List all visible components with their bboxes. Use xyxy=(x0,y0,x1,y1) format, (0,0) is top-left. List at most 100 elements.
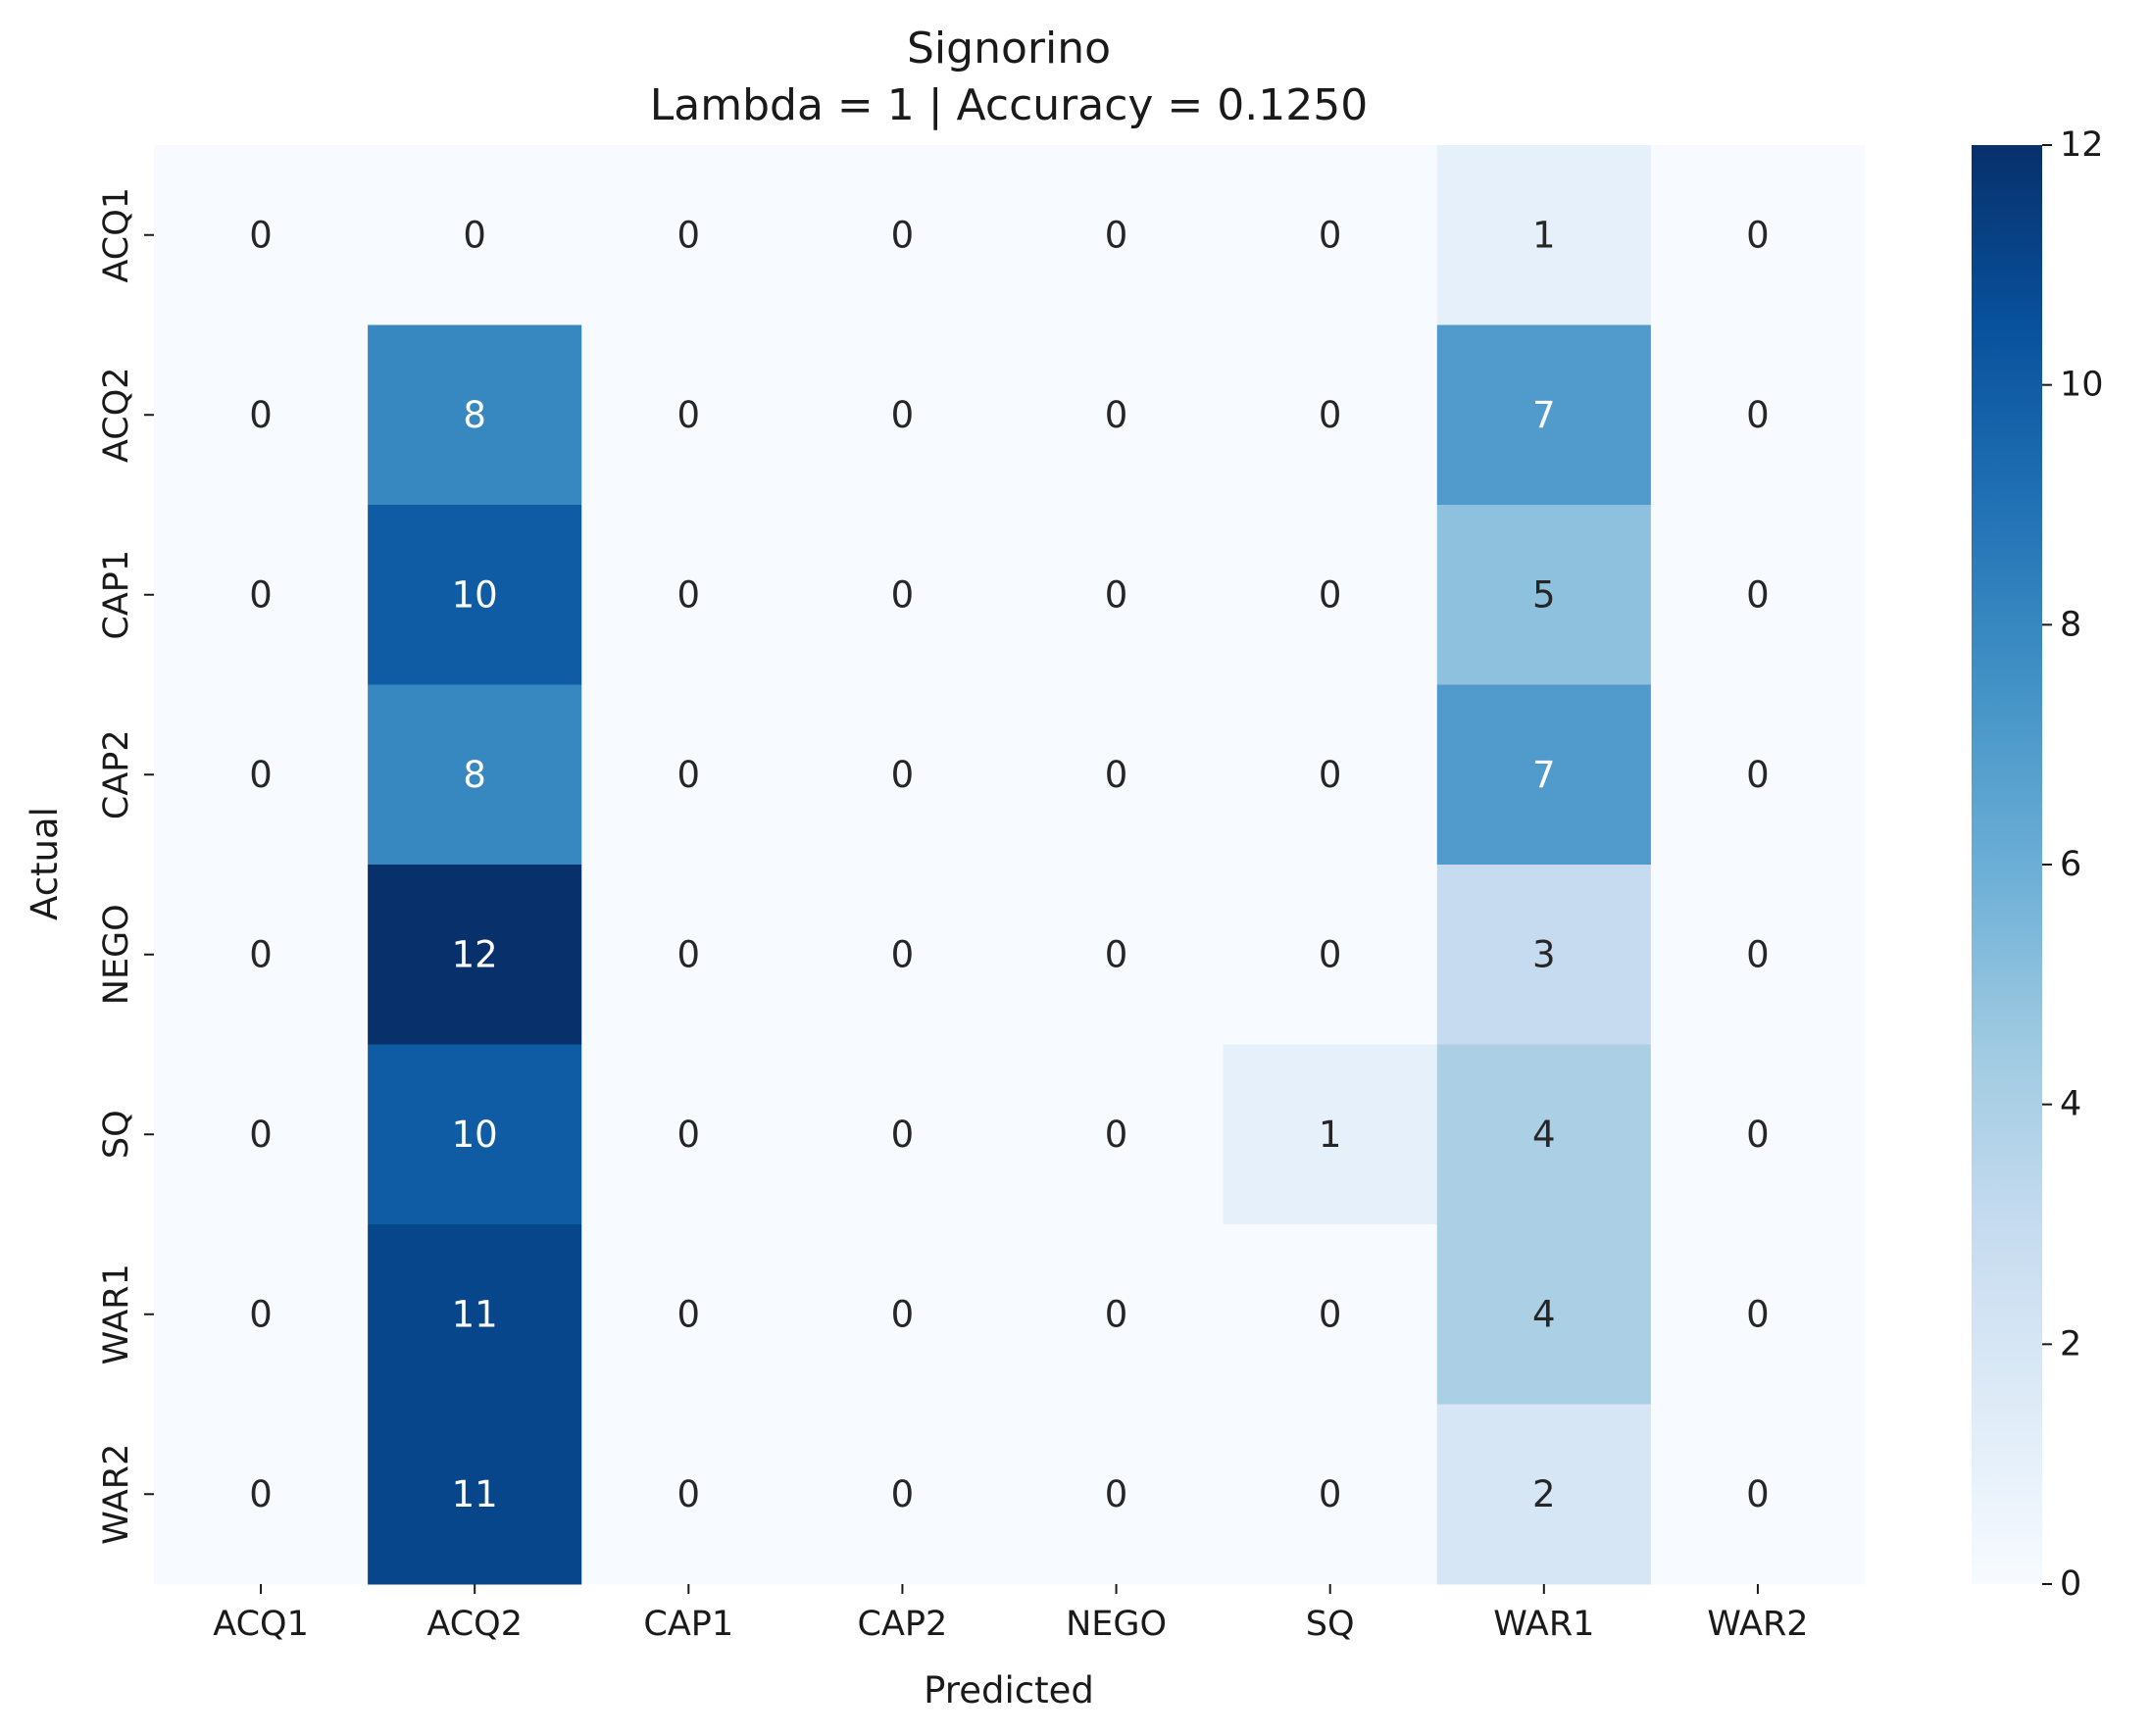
cell-value-label: 0 xyxy=(677,1473,701,1515)
cell-value-label: 0 xyxy=(1746,1293,1770,1335)
cell-value-label: 0 xyxy=(677,754,701,796)
cell-value-label: 0 xyxy=(677,933,701,975)
heatmap-cell xyxy=(1223,1404,1438,1585)
heatmap-cell xyxy=(795,865,1010,1045)
cell-value-label: 0 xyxy=(249,394,273,436)
heatmap-cell xyxy=(795,1044,1010,1225)
y-tick-label: CAP1 xyxy=(97,550,136,640)
cell-value-label: 0 xyxy=(249,214,273,256)
heatmap-cell xyxy=(1436,684,1652,866)
cell-value-label: 4 xyxy=(1532,1114,1556,1156)
cell-value-label: 0 xyxy=(249,1114,273,1156)
heatmap-cell xyxy=(1436,505,1652,685)
heatmap-cell xyxy=(1650,324,1866,506)
heatmap-cell xyxy=(1009,145,1225,325)
colorbar-tick-label: 4 xyxy=(2060,1085,2081,1124)
cell-value-label: 0 xyxy=(1319,214,1342,256)
cell-value-label: 4 xyxy=(1532,1293,1556,1335)
colorbar-tick-label: 8 xyxy=(2060,605,2081,644)
heatmap-cell xyxy=(1223,1044,1438,1225)
heatmap-cell xyxy=(1650,684,1866,866)
cell-value-label: 0 xyxy=(677,394,701,436)
heatmap-cell xyxy=(1436,1044,1652,1225)
heatmap-cell xyxy=(581,1044,796,1225)
cell-value-label: 0 xyxy=(1319,394,1342,436)
chart-subtitle: Lambda = 1 | Accuracy = 0.1250 xyxy=(650,80,1368,130)
heatmap-cell xyxy=(368,324,582,506)
heatmap-cell xyxy=(1650,1044,1866,1225)
cell-value-label: 0 xyxy=(891,214,915,256)
y-tick-label: ACQ1 xyxy=(97,187,136,283)
cell-value-label: 0 xyxy=(891,1473,915,1515)
heatmap-cell xyxy=(154,145,369,325)
heatmap-cell xyxy=(1009,1044,1225,1225)
cell-value-label: 0 xyxy=(891,573,915,616)
heatmap-cell xyxy=(368,865,582,1045)
heatmap-cell xyxy=(368,505,582,685)
cell-value-label: 8 xyxy=(463,754,486,796)
heatmap-cell xyxy=(1009,865,1225,1045)
heatmap-cell xyxy=(1436,1404,1652,1585)
cell-value-label: 0 xyxy=(1746,933,1770,975)
cell-value-label: 12 xyxy=(452,933,498,975)
y-tick-label: CAP2 xyxy=(97,729,136,819)
cell-value-label: 0 xyxy=(1746,1114,1770,1156)
cell-value-label: 0 xyxy=(1105,214,1128,256)
heatmap-cell xyxy=(1009,505,1225,685)
heatmap-cell xyxy=(1223,324,1438,506)
heatmap-cell xyxy=(1436,1224,1652,1405)
cell-value-label: 0 xyxy=(463,214,486,256)
heatmap-cell xyxy=(1650,1224,1866,1405)
cell-value-label: 0 xyxy=(1746,754,1770,796)
cell-value-label: 0 xyxy=(249,754,273,796)
heatmap-cell xyxy=(154,1044,369,1225)
y-tick-label: ACQ2 xyxy=(97,367,136,463)
cell-value-label: 7 xyxy=(1532,394,1556,436)
heatmap-cell xyxy=(1009,1224,1225,1405)
colorbar-tick-label: 12 xyxy=(2060,125,2104,165)
colorbar-tick-label: 6 xyxy=(2060,845,2081,884)
x-axis-ticks: ACQ1 ACQ2 CAP1 CAP2 NEGO SQ WAR1 WAR2 xyxy=(213,1584,1809,1644)
heatmap-cell xyxy=(154,505,369,685)
x-axis-label: Predicted xyxy=(924,1669,1094,1711)
heatmap-cell xyxy=(1009,324,1225,506)
cell-value-label: 0 xyxy=(1746,214,1770,256)
cell-value-label: 1 xyxy=(1319,1114,1342,1156)
heatmap-cell xyxy=(1436,865,1652,1045)
heatmap-cell xyxy=(154,684,369,866)
heatmap-cell xyxy=(154,324,369,506)
heatmap-cell xyxy=(1436,145,1652,325)
heatmap-cell xyxy=(1650,145,1866,325)
heatmap-cell xyxy=(795,684,1010,866)
cell-value-label: 0 xyxy=(1105,394,1128,436)
x-tick-label: WAR1 xyxy=(1493,1605,1594,1644)
y-tick-label: WAR1 xyxy=(97,1264,136,1364)
heatmap-cell xyxy=(581,505,796,685)
y-tick-label: SQ xyxy=(97,1110,136,1159)
cell-value-label: 0 xyxy=(891,394,915,436)
cell-value-label: 10 xyxy=(452,573,498,616)
heatmap-cell xyxy=(581,865,796,1045)
heatmap-cell xyxy=(1223,145,1438,325)
cell-value-label: 0 xyxy=(1319,1473,1342,1515)
cell-value-label: 0 xyxy=(1105,1114,1128,1156)
colorbar-gradient xyxy=(1972,145,2042,1584)
x-tick-label: NEGO xyxy=(1066,1605,1167,1644)
heatmap-cell xyxy=(1009,1404,1225,1585)
x-tick-label: WAR2 xyxy=(1707,1605,1808,1644)
cell-value-label: 0 xyxy=(891,754,915,796)
cell-value-label: 0 xyxy=(1319,754,1342,796)
cell-value-label: 0 xyxy=(677,214,701,256)
cell-value-label: 0 xyxy=(677,1293,701,1335)
heatmap-cell xyxy=(795,145,1010,325)
cell-value-label: 0 xyxy=(249,933,273,975)
cell-value-label: 0 xyxy=(1319,1293,1342,1335)
heatmap-cell xyxy=(795,324,1010,506)
heatmap-cell xyxy=(368,1404,582,1585)
heatmap-cell xyxy=(154,865,369,1045)
heatmap-cell xyxy=(581,324,796,506)
heatmap-cell xyxy=(1223,684,1438,866)
cell-value-label: 0 xyxy=(891,1114,915,1156)
